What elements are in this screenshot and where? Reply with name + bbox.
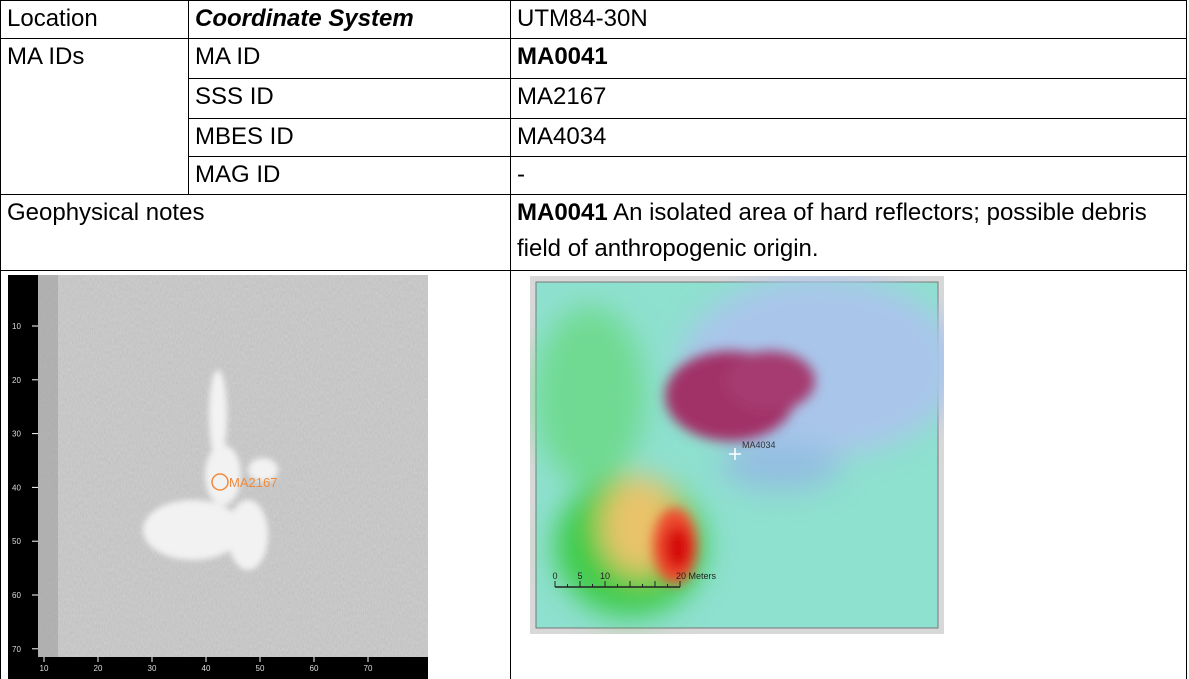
row: Location Coordinate System UTM84-30N — [1, 1, 1187, 39]
x-tick-label: 70 — [364, 664, 373, 673]
cell: MA0041 An isolated area of hard reflecto… — [511, 195, 1187, 271]
y-axis-strip — [8, 275, 38, 679]
cell: MA ID — [189, 39, 511, 79]
nadir-band — [38, 275, 58, 657]
x-tick-label: 20 — [94, 664, 103, 673]
y-tick-label: 60 — [12, 591, 21, 600]
x-tick-label: 10 — [40, 664, 49, 673]
cell: SSS ID — [189, 79, 511, 119]
cell: UTM84-30N — [511, 1, 1187, 39]
x-tick-label: 40 — [202, 664, 211, 673]
row: MA IDs MA ID MA0041 — [1, 39, 1187, 79]
cell: MA0041 — [511, 39, 1187, 79]
target-label: MA4034 — [742, 440, 776, 450]
note-text: An isolated area of hard reflectors; pos… — [517, 199, 1147, 262]
y-tick-label: 50 — [12, 537, 21, 546]
x-tick-label: 30 — [148, 664, 157, 673]
cell: MA4034 — [511, 119, 1187, 157]
cell: MA2167 — [511, 79, 1187, 119]
target-label: MA2167 — [229, 475, 277, 490]
x-tick-label: 60 — [310, 664, 319, 673]
cell: Coordinate System — [189, 1, 511, 39]
y-tick-label: 10 — [12, 322, 21, 331]
cell: MBES ID — [189, 119, 511, 157]
y-tick-label: 70 — [12, 645, 21, 654]
cell: - — [511, 157, 1187, 195]
scale-label: 0 — [552, 571, 557, 581]
cell: MA4034 0 5 10 20 Meters — [511, 271, 1187, 679]
cell: Location — [1, 1, 189, 39]
sss-image: MA2167 10 20 30 40 50 60 70 10 20 30 40 50 60 70 — [8, 275, 428, 679]
cell: MA2167 10 20 30 40 50 60 70 10 20 30 40 50 60 70 — [1, 271, 511, 679]
scale-label: 5 — [577, 571, 582, 581]
row: Geophysical notes MA0041 An isolated are… — [1, 195, 1187, 271]
cell: Geophysical notes — [1, 195, 511, 271]
scale-label: 10 — [600, 571, 610, 581]
cell: MA IDs — [1, 39, 189, 195]
y-tick-label: 20 — [12, 376, 21, 385]
mbes-image: MA4034 0 5 10 20 Meters — [530, 276, 944, 634]
cell: MAG ID — [189, 157, 511, 195]
scale-end-label: 20 Meters — [676, 571, 717, 581]
y-tick-label: 40 — [12, 483, 21, 492]
note-id: MA0041 — [517, 199, 608, 226]
y-tick-label: 30 — [12, 430, 21, 439]
x-tick-label: 50 — [256, 664, 265, 673]
